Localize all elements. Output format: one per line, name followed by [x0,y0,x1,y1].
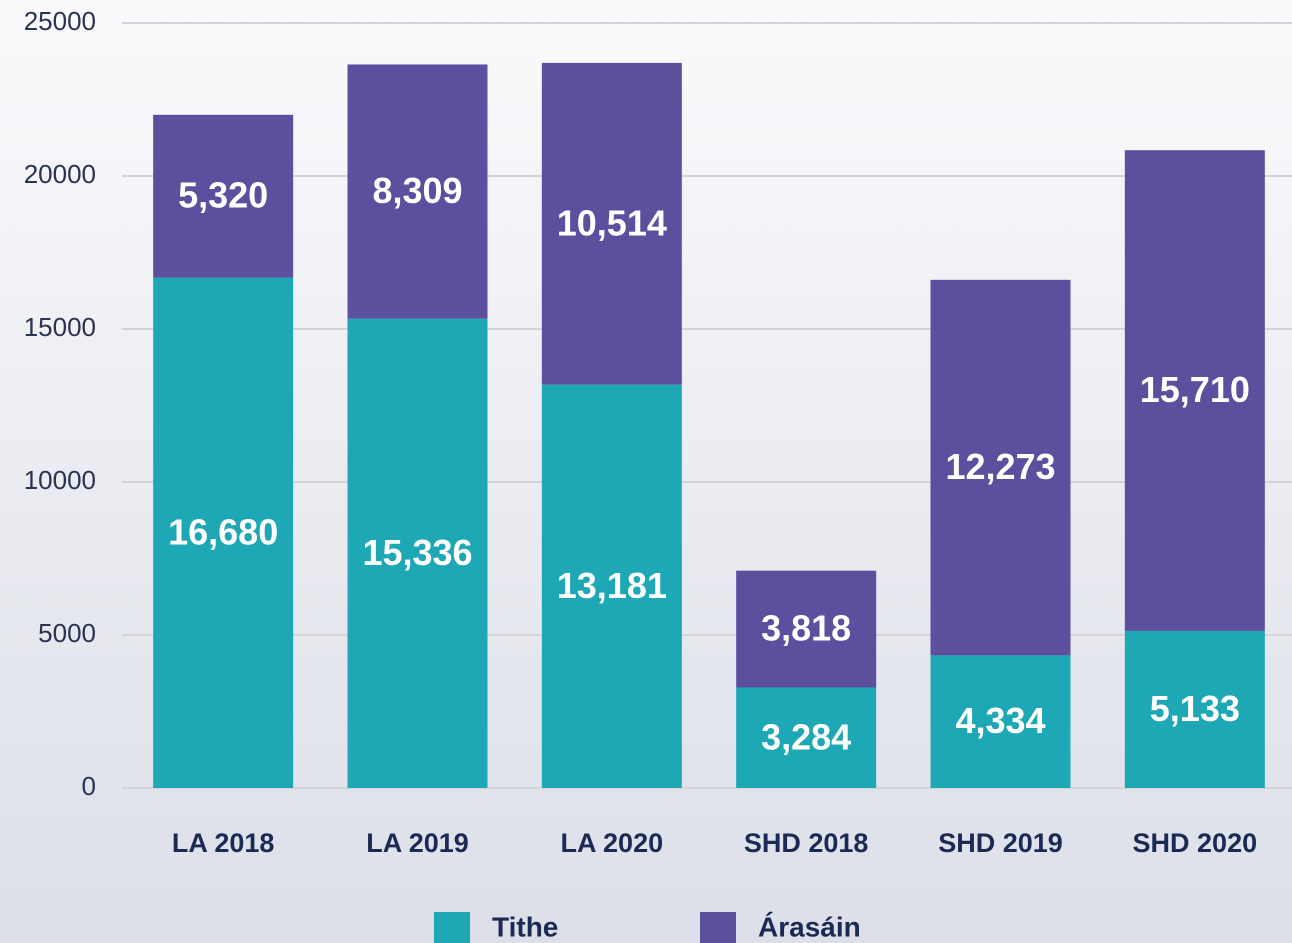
y-tick-label: 10000 [24,465,96,495]
bar-segment [930,279,1071,656]
y-tick-label: 0 [82,771,96,801]
bar-segment [347,318,488,788]
data-label: 8,309 [372,170,462,211]
legend-label: Árasáin [758,911,861,942]
x-tick-label: LA 2019 [366,828,469,858]
data-label: 3,284 [761,716,851,757]
data-label: 4,334 [955,700,1045,741]
legend-label: Tithe [492,911,558,942]
data-label: 3,818 [761,608,851,649]
bar-segment [153,277,294,788]
data-label: 12,273 [945,446,1055,487]
bar-segment [1124,150,1265,631]
data-label: 16,680 [168,511,278,552]
bar-segment [541,62,682,385]
x-tick-label: LA 2020 [561,828,664,858]
bar-segment [347,64,488,319]
x-tick-label: SHD 2018 [744,828,869,858]
bar-segment [153,114,294,278]
data-label: 15,336 [362,532,472,573]
legend-swatch [434,912,470,943]
y-tick-label: 20000 [24,159,96,189]
y-tick-label: 15000 [24,312,96,342]
data-label: 13,181 [557,565,667,606]
y-tick-label: 5000 [38,618,96,648]
data-label: 10,514 [557,202,667,243]
legend-swatch [700,912,736,943]
x-tick-label: SHD 2020 [1133,828,1258,858]
data-label: 5,133 [1150,688,1240,729]
data-label: 5,320 [178,175,268,216]
y-tick-label: 25000 [24,6,96,36]
bar-segment [736,570,877,688]
bar-segment [930,655,1071,788]
x-tick-label: LA 2018 [172,828,275,858]
x-tick-label: SHD 2019 [938,828,1063,858]
bar-segment [736,687,877,788]
bar-segment [541,384,682,788]
bar-segment [1124,630,1265,788]
data-label: 15,710 [1140,369,1250,410]
